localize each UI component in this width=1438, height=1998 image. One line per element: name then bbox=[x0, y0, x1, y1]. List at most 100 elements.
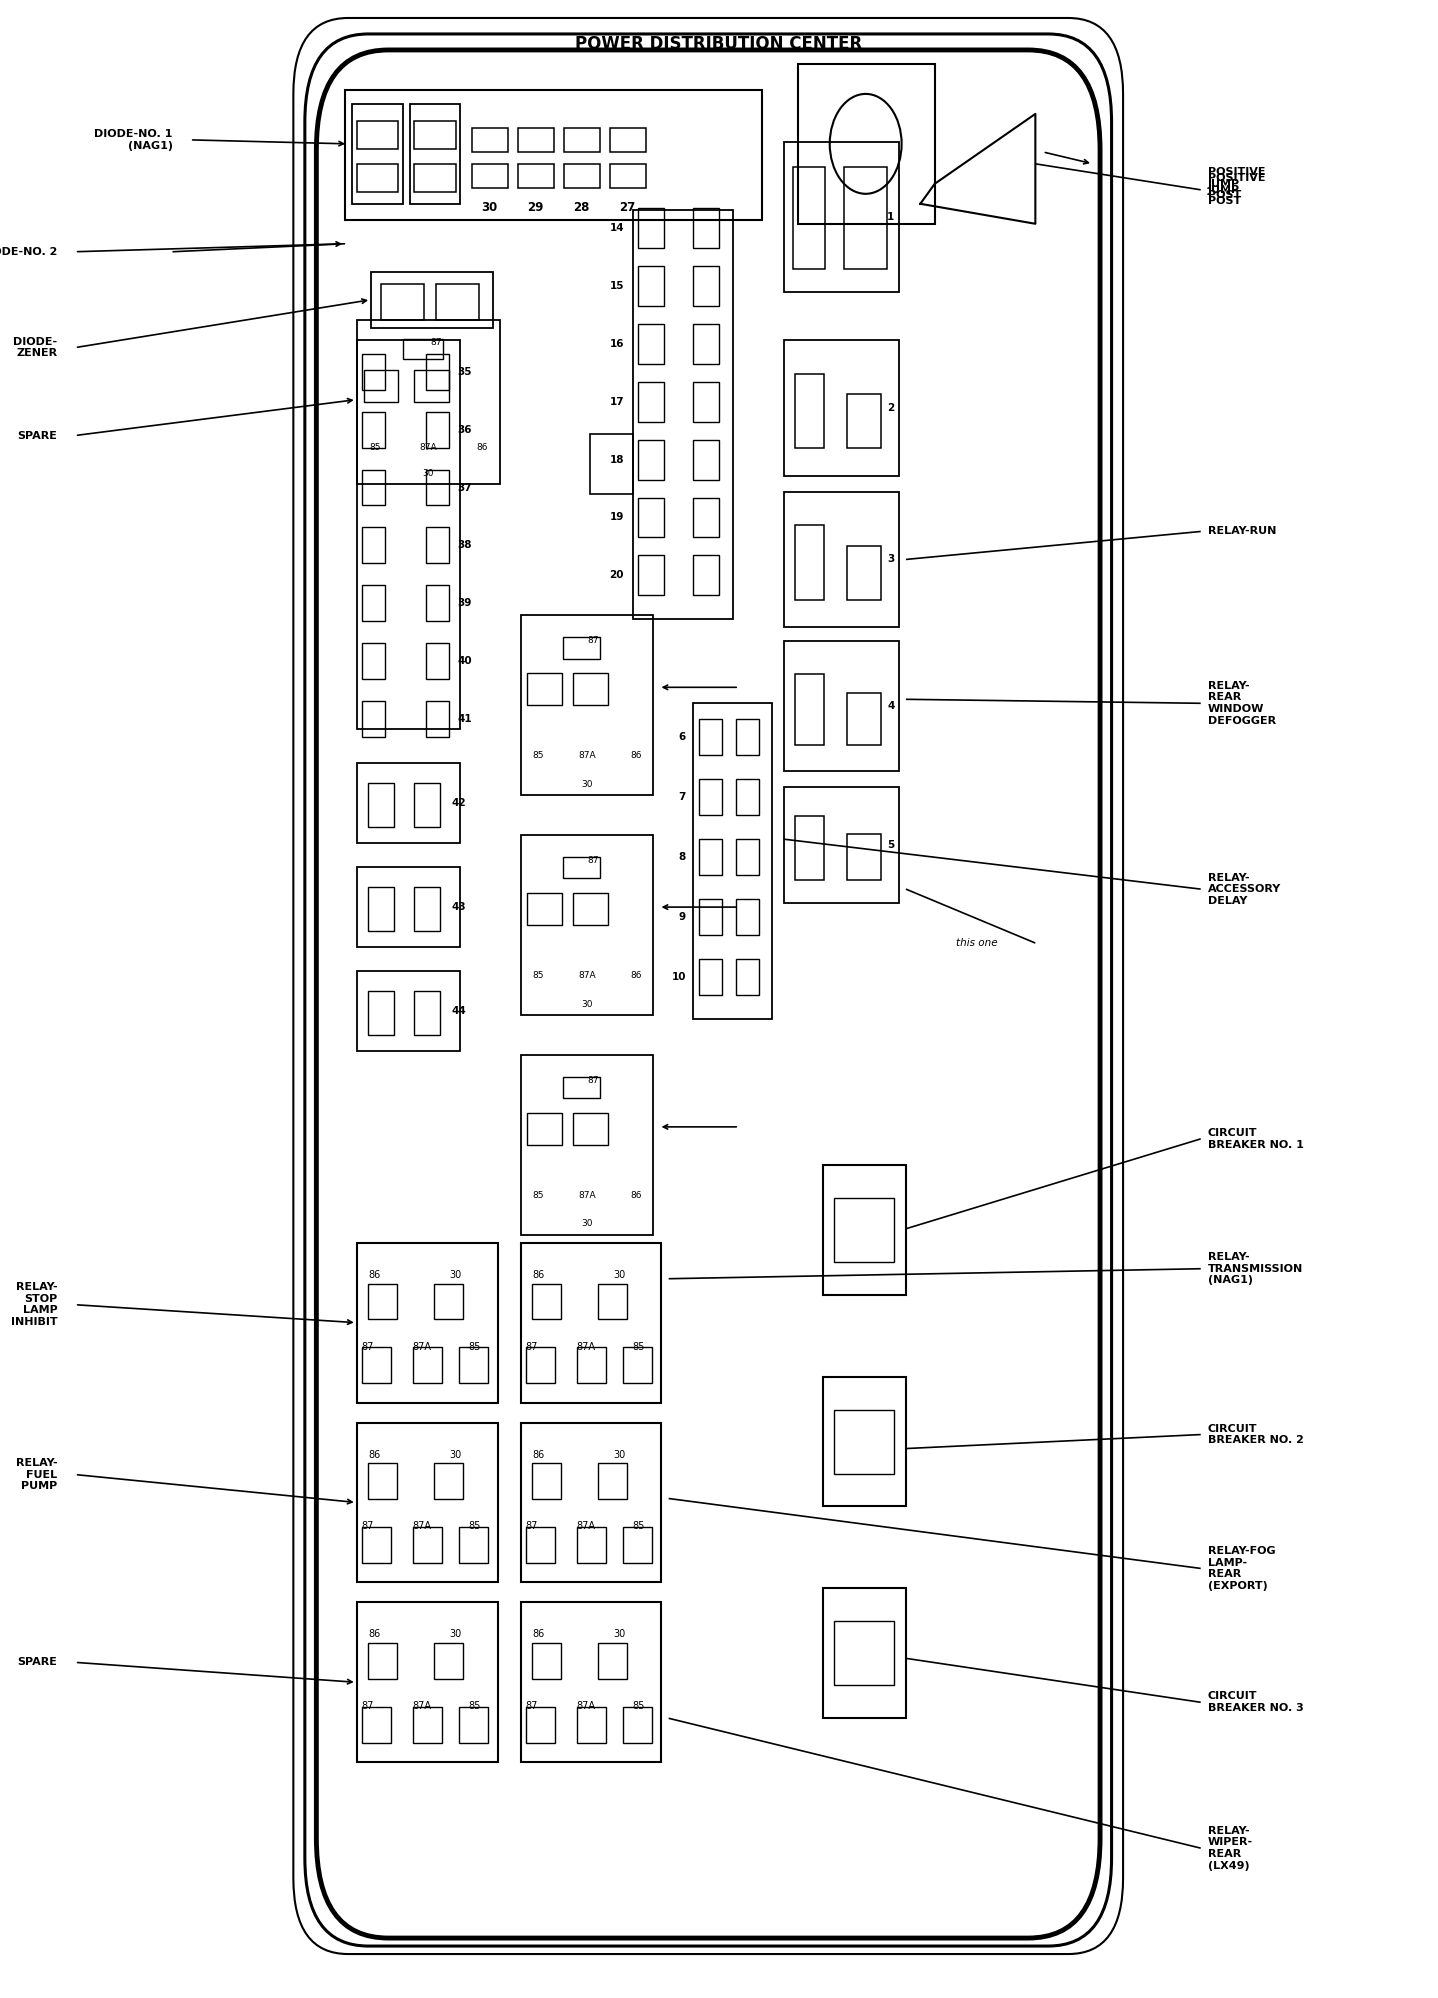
Text: POSITIVE
JUMP
POST: POSITIVE JUMP POST bbox=[1208, 174, 1265, 206]
Bar bbox=[362, 585, 385, 621]
Bar bbox=[598, 1463, 627, 1498]
Text: 14: 14 bbox=[610, 222, 624, 234]
Bar bbox=[624, 1526, 653, 1562]
Bar bbox=[472, 164, 508, 188]
Text: 28: 28 bbox=[574, 200, 590, 214]
Text: 87: 87 bbox=[526, 1341, 538, 1353]
Bar bbox=[847, 545, 881, 599]
Text: DIODE-NO. 1
(NAG1): DIODE-NO. 1 (NAG1) bbox=[93, 130, 173, 150]
Text: 87: 87 bbox=[588, 635, 600, 645]
Bar bbox=[638, 555, 664, 595]
Bar bbox=[633, 210, 733, 619]
Bar bbox=[526, 1526, 555, 1562]
Bar bbox=[357, 971, 460, 1051]
Bar bbox=[784, 492, 899, 627]
Bar bbox=[562, 857, 600, 879]
Text: 20: 20 bbox=[610, 569, 624, 581]
Bar bbox=[426, 643, 449, 679]
Bar bbox=[798, 64, 935, 224]
Text: 87A: 87A bbox=[420, 444, 437, 452]
Text: 87A: 87A bbox=[411, 1700, 431, 1712]
Bar bbox=[699, 779, 722, 815]
Bar bbox=[528, 673, 562, 705]
Text: 87A: 87A bbox=[578, 1191, 595, 1199]
Text: 30: 30 bbox=[581, 779, 592, 789]
Bar bbox=[528, 1113, 562, 1145]
Bar bbox=[847, 693, 881, 745]
Bar bbox=[426, 412, 449, 448]
Bar bbox=[574, 893, 608, 925]
Bar bbox=[638, 440, 664, 480]
Bar bbox=[693, 440, 719, 480]
Bar bbox=[362, 527, 385, 563]
Text: 30: 30 bbox=[449, 1449, 462, 1461]
Bar bbox=[357, 122, 398, 150]
Bar bbox=[521, 835, 653, 1015]
Bar bbox=[357, 1423, 498, 1582]
Text: 30: 30 bbox=[581, 1219, 592, 1229]
Bar bbox=[823, 1165, 906, 1295]
Text: RELAY-
TRANSMISSION
(NAG1): RELAY- TRANSMISSION (NAG1) bbox=[1208, 1253, 1303, 1285]
Bar bbox=[823, 1377, 906, 1506]
Text: 30: 30 bbox=[581, 999, 592, 1009]
Text: 9: 9 bbox=[679, 911, 686, 923]
Bar bbox=[357, 320, 500, 484]
Bar bbox=[699, 959, 722, 995]
Text: 85: 85 bbox=[633, 1341, 646, 1353]
Text: 16: 16 bbox=[610, 338, 624, 350]
Bar bbox=[357, 763, 460, 843]
Bar bbox=[736, 719, 759, 755]
Bar bbox=[410, 104, 460, 204]
Text: 87A: 87A bbox=[411, 1341, 431, 1353]
Bar bbox=[736, 959, 759, 995]
Bar bbox=[521, 615, 653, 795]
Text: 87A: 87A bbox=[578, 751, 595, 759]
Bar bbox=[784, 142, 899, 292]
Text: 86: 86 bbox=[630, 971, 641, 979]
Text: 86: 86 bbox=[532, 1449, 545, 1461]
Bar bbox=[784, 641, 899, 771]
Bar bbox=[736, 779, 759, 815]
Text: CIRCUIT
BREAKER NO. 2: CIRCUIT BREAKER NO. 2 bbox=[1208, 1425, 1304, 1445]
Bar bbox=[693, 498, 719, 537]
Bar bbox=[624, 1706, 653, 1742]
Bar bbox=[357, 1602, 498, 1762]
Text: 30: 30 bbox=[613, 1269, 626, 1281]
Text: 30: 30 bbox=[613, 1449, 626, 1461]
Bar bbox=[403, 340, 443, 360]
Bar bbox=[693, 266, 719, 306]
Bar bbox=[414, 783, 440, 827]
Text: RELAY-
FUEL
PUMP: RELAY- FUEL PUMP bbox=[16, 1459, 58, 1491]
Bar bbox=[693, 555, 719, 595]
Text: 43: 43 bbox=[452, 901, 466, 913]
Bar bbox=[834, 1199, 894, 1263]
Bar bbox=[624, 1347, 653, 1383]
Text: 86: 86 bbox=[630, 1191, 641, 1199]
Bar bbox=[368, 783, 394, 827]
Bar bbox=[518, 128, 554, 152]
Bar bbox=[381, 284, 424, 320]
Bar bbox=[526, 1347, 555, 1383]
Text: 87: 87 bbox=[362, 1520, 374, 1532]
Text: 87A: 87A bbox=[575, 1341, 595, 1353]
Bar bbox=[521, 1243, 661, 1403]
Text: 86: 86 bbox=[476, 444, 487, 452]
Text: RELAY-
STOP
LAMP
INHIBIT: RELAY- STOP LAMP INHIBIT bbox=[12, 1283, 58, 1327]
Bar bbox=[792, 168, 825, 270]
Text: 38: 38 bbox=[457, 539, 472, 551]
Text: 30: 30 bbox=[449, 1269, 462, 1281]
Text: SPARE: SPARE bbox=[17, 430, 58, 442]
Text: 8: 8 bbox=[679, 851, 686, 863]
Bar bbox=[598, 1642, 627, 1678]
Text: CIRCUIT
BREAKER NO. 1: CIRCUIT BREAKER NO. 1 bbox=[1208, 1129, 1304, 1149]
Text: DIODE-
ZENER: DIODE- ZENER bbox=[13, 338, 58, 358]
Bar bbox=[532, 1283, 561, 1319]
Text: 85: 85 bbox=[469, 1520, 482, 1532]
Text: 85: 85 bbox=[469, 1341, 482, 1353]
Bar bbox=[362, 643, 385, 679]
Bar bbox=[564, 128, 600, 152]
Bar bbox=[577, 1347, 605, 1383]
Text: 87: 87 bbox=[526, 1520, 538, 1532]
Bar bbox=[693, 324, 719, 364]
Bar bbox=[847, 833, 881, 879]
